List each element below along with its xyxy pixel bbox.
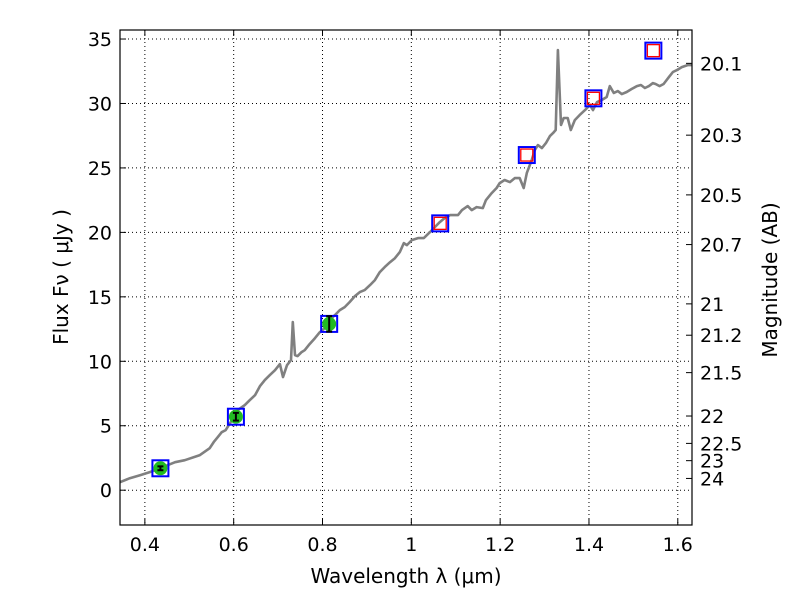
right-tick-label: 20.3 (700, 125, 742, 147)
observed-point (517, 146, 536, 165)
x-tick-label: 0.8 (307, 534, 337, 556)
model-point (433, 216, 447, 231)
y-tick-label: 0 (100, 480, 112, 502)
right-tick-label: 21.2 (700, 325, 742, 347)
y-axis-label: Flux Fν ( μJy ) (49, 209, 73, 345)
y-tick-label: 10 (88, 351, 112, 373)
observed-point (151, 459, 170, 478)
observed-point (431, 214, 450, 233)
y-tick-label: 20 (88, 222, 112, 244)
spectrum-layer (119, 48, 692, 484)
y-tick-label: 35 (88, 29, 112, 51)
y-tick-label: 25 (88, 158, 112, 180)
x-tick-label: 1.2 (485, 534, 515, 556)
right-tick-label: 20.5 (700, 185, 742, 207)
x-tick-label: 0.6 (219, 534, 249, 556)
right-tick-label: 24 (700, 468, 724, 490)
right-tick-label: 20.1 (700, 53, 742, 75)
model-point (586, 91, 601, 105)
right-tick-label: 21.5 (700, 363, 742, 385)
ticks-layer: 0.4 0.6 0.8 1 1.2 1.4 1.6 0 5 10 15 20 25 30 35 20.1 20.… (88, 29, 743, 556)
observed-point (226, 407, 245, 426)
observed-point (644, 41, 663, 60)
y-tick-label: 30 (88, 93, 112, 115)
right-tick-label: 20.7 (700, 235, 742, 257)
y-tick-label: 15 (88, 287, 112, 309)
x-axis-label: Wavelength λ (μm) (310, 564, 501, 588)
right-tick-label: 23 (700, 451, 724, 473)
observed-point (584, 89, 603, 108)
right-tick-label: 22 (700, 406, 724, 428)
y-tick-label: 5 (100, 416, 112, 438)
model-point (646, 43, 661, 58)
right-tick-label: 22.5 (700, 433, 742, 455)
right-axis-label: Magnitude (AB) (758, 202, 782, 357)
x-tick-label: 0.4 (130, 534, 160, 556)
x-tick-label: 1 (405, 534, 417, 556)
right-tick-label: 21 (700, 294, 724, 316)
plot-frame (119, 29, 693, 526)
x-tick-label: 1.4 (574, 534, 604, 556)
x-tick-label: 1.6 (663, 534, 693, 556)
model-point (520, 148, 534, 162)
points-layer (151, 41, 663, 478)
spectrum-line (119, 48, 692, 484)
